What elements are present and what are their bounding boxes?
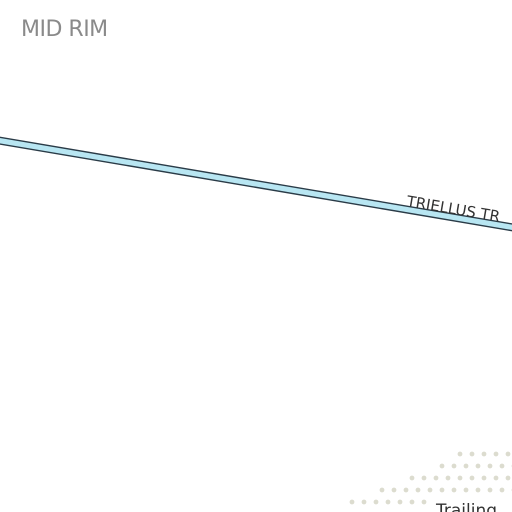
trail-pattern-dot <box>505 451 511 457</box>
road-triellus[interactable] <box>0 136 512 232</box>
road-fill <box>0 138 512 230</box>
trail-pattern-dot <box>463 463 469 469</box>
trail-pattern-dot <box>385 499 391 505</box>
trail-pattern-dot <box>445 475 451 481</box>
trail-pattern-dot <box>403 487 409 493</box>
trail-pattern-dot <box>421 499 427 505</box>
trail-pattern-dot <box>475 487 481 493</box>
trail-pattern-dot <box>487 463 493 469</box>
trail-pattern-dot <box>373 499 379 505</box>
trail-pattern-dot <box>349 499 355 505</box>
trail-pattern-dot <box>499 463 505 469</box>
trail-pattern-dot <box>451 463 457 469</box>
trail-pattern-dot <box>409 475 415 481</box>
trail-pattern-dot <box>379 487 385 493</box>
trail-pattern-dot <box>433 475 439 481</box>
trail-label: Trailing <box>435 501 497 512</box>
trail-pattern-dot <box>481 451 487 457</box>
trail-pattern-dot <box>481 475 487 481</box>
trail-pattern-dot <box>469 475 475 481</box>
trail-pattern-dot <box>493 451 499 457</box>
trail-pattern-dot <box>505 475 511 481</box>
trail-pattern-dot <box>457 451 463 457</box>
trail-area-pattern <box>349 451 512 505</box>
trail-pattern-dot <box>463 487 469 493</box>
trail-pattern-dot <box>499 487 505 493</box>
trail-pattern-dot <box>361 499 367 505</box>
trail-pattern-dot <box>439 487 445 493</box>
trail-pattern-dot <box>469 451 475 457</box>
trail-pattern-dot <box>475 463 481 469</box>
trail-pattern-dot <box>427 487 433 493</box>
trail-pattern-dot <box>493 475 499 481</box>
trail-pattern-dot <box>409 499 415 505</box>
trail-pattern-dot <box>391 487 397 493</box>
trail-pattern-dot <box>457 475 463 481</box>
trail-pattern-dot <box>421 475 427 481</box>
trail-pattern-dot <box>415 487 421 493</box>
trail-pattern-dot <box>487 487 493 493</box>
trail-pattern-dot <box>451 487 457 493</box>
trail-pattern-dot <box>439 463 445 469</box>
district-label: MID RIM <box>21 17 108 42</box>
trail-pattern-dot <box>397 499 403 505</box>
